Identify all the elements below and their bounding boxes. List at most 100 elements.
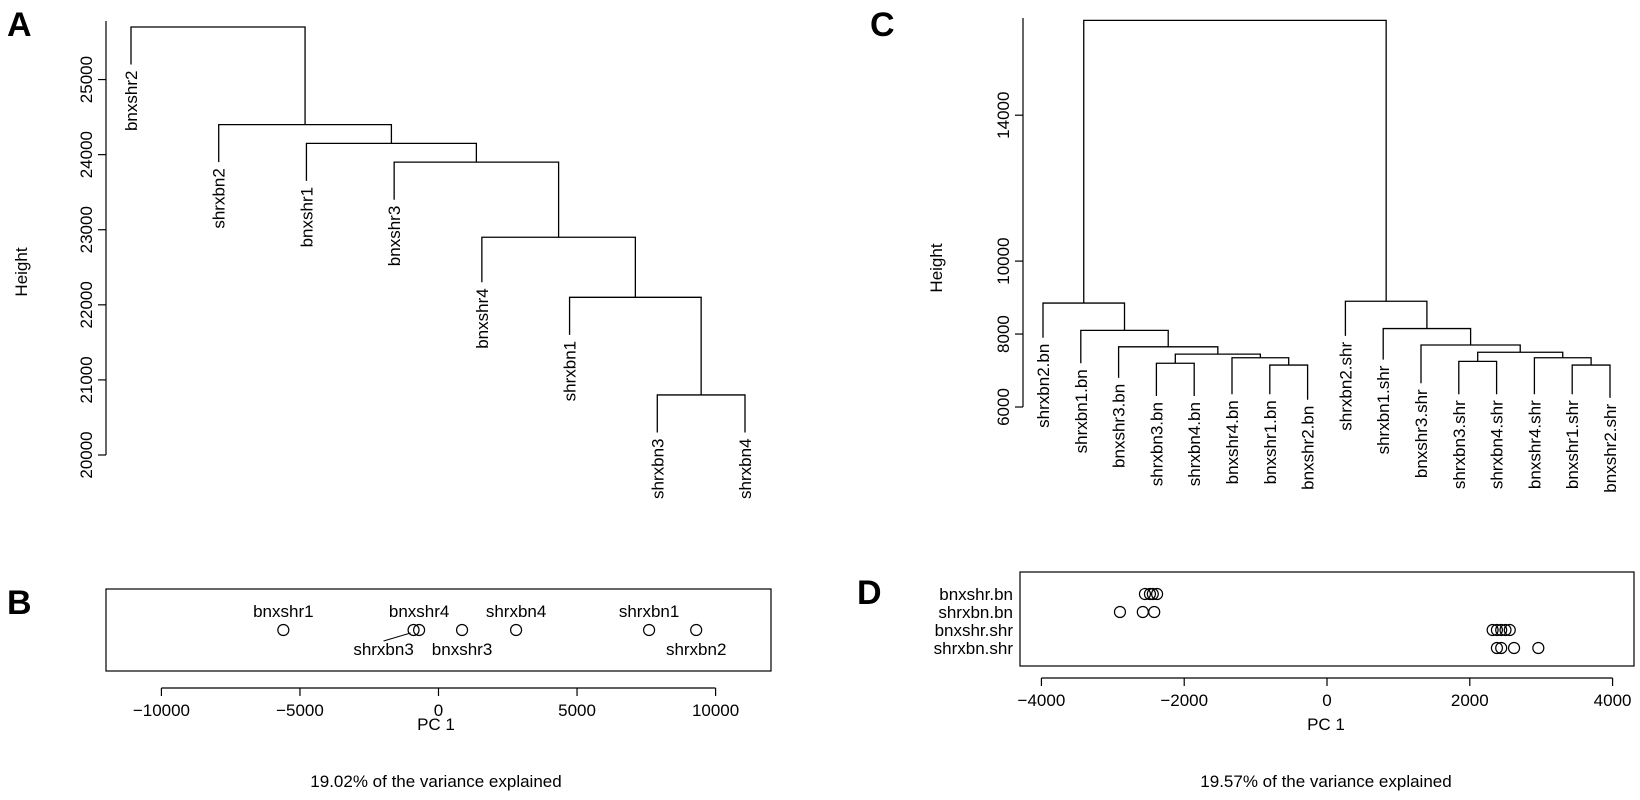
leaf-label: bnxshr2.bn: [1299, 406, 1318, 490]
row-label: shrxbn.shr: [934, 639, 1014, 658]
point-label: shrxbn4: [486, 602, 546, 621]
leaf-label: shrxbn2.bn: [1034, 344, 1053, 428]
data-point: [642, 623, 656, 637]
x-tick-label: 0: [1322, 691, 1331, 710]
leaf-label: bnxshr1.shr: [1563, 400, 1582, 489]
data-point: [1150, 587, 1164, 601]
data-point: [1503, 623, 1516, 637]
data-point: [690, 623, 703, 637]
data-point: [1148, 605, 1161, 619]
dendrogram-branch: [1458, 360, 1498, 395]
plot-frame: [105, 588, 772, 672]
dendrogram-branch: [1083, 19, 1387, 304]
y-tick-label: 25000: [77, 56, 96, 103]
data-point: [455, 623, 469, 637]
y-axis: 20000 21000 22000 23000 24000 25000 Height: [12, 21, 107, 479]
point-label: shrxbn2: [666, 640, 726, 659]
leaf-label: shrxbn2: [210, 168, 229, 228]
dendrogram-branch: [1420, 344, 1521, 384]
point-label: shrxbn1: [619, 602, 679, 621]
dendrogram-branch: [1155, 362, 1195, 397]
data-point: [1136, 605, 1149, 619]
y-tick-label: 14000: [994, 92, 1013, 139]
point-label: bnxshr3: [432, 640, 492, 659]
y-axis: 6000 8000 10000 14000 Height: [927, 18, 1024, 426]
leaf-label: bnxshr1: [297, 187, 316, 247]
leaf-label: shrxbn2.shr: [1336, 342, 1355, 431]
leaf-label: shrxbn4.shr: [1488, 400, 1507, 489]
panel-b-subtitle: 19.02% of the variance explained: [310, 772, 561, 791]
leaf-label: bnxshr4.shr: [1525, 400, 1544, 489]
row-label: bnxshr.bn: [939, 585, 1013, 604]
dendrogram-branch: [1382, 327, 1472, 360]
x-tick-label: 0: [434, 701, 443, 720]
data-point: [1490, 641, 1504, 655]
x-axis: −10000 −5000 0 5000 10000: [133, 687, 739, 720]
leaf-label: bnxshr3.shr: [1412, 389, 1431, 478]
leaf-label: shrxbn1.shr: [1374, 365, 1393, 454]
x-tick-label: 10000: [692, 701, 739, 720]
dendrogram-branch: [1042, 302, 1126, 338]
data-point: [1532, 641, 1545, 655]
data-point: [407, 623, 420, 637]
leaf-label: shrxbn3.bn: [1147, 402, 1166, 486]
pca-plot-b: bnxshr1 shrxbn3 bnxshr4 bnxshr3 shrxbn4 shrxb…: [105, 588, 772, 720]
dendrogram-c: 6000 8000 10000 14000 Height shrxbn2.bn shrxbn…: [927, 18, 1620, 493]
panel-d-xlabel: PC 1: [1307, 715, 1345, 734]
leaf-label: shrxbn3.shr: [1450, 400, 1469, 489]
plot-frame: [1019, 571, 1635, 667]
y-tick-label: 20000: [77, 431, 96, 478]
row-label: shrxbn.bn: [938, 603, 1013, 622]
panel-label-c: C: [870, 6, 895, 44]
pca-plot-d: bnxshr.bnshrxbn.bnbnxshr.shrshrxbn.shr−4…: [934, 571, 1635, 710]
dendrogram-branch: [305, 142, 478, 181]
data-point: [1113, 605, 1127, 619]
x-tick-label: 2000: [1451, 691, 1489, 710]
y-tick-label: 22000: [77, 281, 96, 328]
leaf-label: shrxbn1.bn: [1072, 369, 1091, 453]
panel-label-a: A: [7, 6, 32, 44]
y-tick-label: 6000: [994, 388, 1013, 426]
dendrogram-branch: [1231, 357, 1290, 395]
dendrogram-branch: [1117, 346, 1219, 378]
data-point: [1499, 623, 1512, 637]
dendrogram-branch: [393, 161, 560, 238]
data-point: [1507, 641, 1521, 655]
x-axis: −4000 −2000 0 2000 4000: [1018, 677, 1632, 710]
dendrogram-branch: [1344, 300, 1428, 336]
leaf-label: bnxshr2: [122, 71, 141, 131]
dendrogram-branch: [1477, 351, 1564, 362]
x-tick-label: 5000: [558, 701, 596, 720]
dendrogram-branch: [656, 394, 746, 433]
dendrogram-branch: [1174, 353, 1261, 364]
data-point: [1143, 587, 1157, 601]
data-point: [277, 623, 290, 637]
data-point: [1490, 623, 1504, 637]
data-point: [1495, 641, 1508, 655]
leaf-label: bnxshr3: [385, 206, 404, 266]
x-tick-label: −2000: [1160, 691, 1208, 710]
leaf-label: bnxshr1.bn: [1261, 400, 1280, 484]
x-tick-label: −10000: [133, 701, 190, 720]
leaf-label: shrxbn1: [561, 341, 580, 401]
leaf-label: bnxshr4: [473, 288, 492, 348]
panel-b-xlabel: PC 1: [417, 715, 455, 734]
panel-label-d: D: [857, 574, 882, 612]
leaf-label: bnxshr4.bn: [1223, 400, 1242, 484]
y-tick-label: 23000: [77, 206, 96, 253]
leaf-label: bnxshr3.bn: [1110, 384, 1129, 468]
panel-label-b: B: [7, 584, 32, 622]
leaf-label: bnxshr2.shr: [1601, 404, 1620, 493]
leaf-label: shrxbn4.bn: [1185, 402, 1204, 486]
data-point: [1486, 623, 1499, 637]
row-label: bnxshr.shr: [935, 621, 1014, 640]
y-tick-label: 21000: [77, 356, 96, 403]
leaf-label: shrxbn4: [736, 438, 755, 498]
point-label: bnxshr1: [253, 602, 313, 621]
dendrogram-branch: [1533, 357, 1592, 395]
dendrogram-branch: [1269, 364, 1309, 400]
x-tick-label: 4000: [1594, 691, 1632, 710]
label-leader-line: [383, 632, 411, 642]
y-axis-label: Height: [927, 243, 946, 292]
point-label: bnxshr4: [389, 602, 449, 621]
